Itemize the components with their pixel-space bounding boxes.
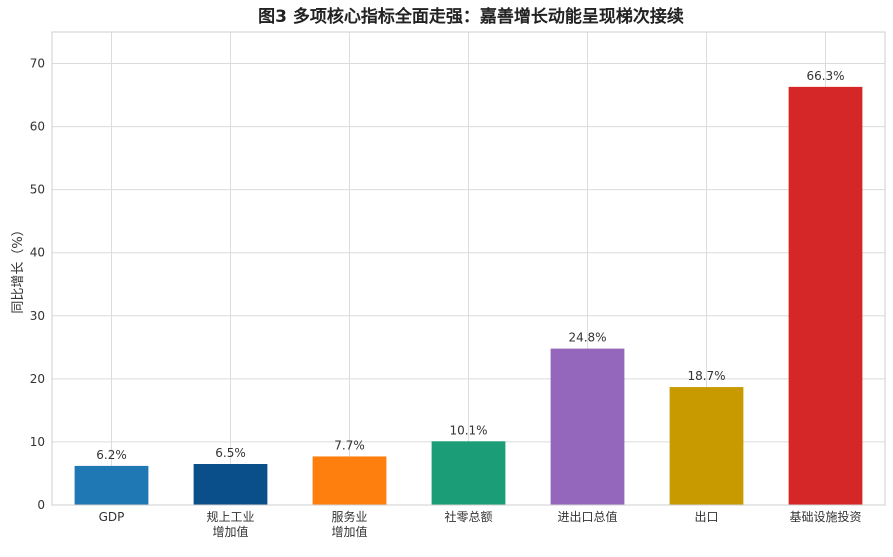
- bar: [550, 348, 625, 505]
- x-tick-label: 进出口总值: [557, 509, 617, 524]
- y-axis: 0 10 20 30 40 50 60 70: [30, 57, 45, 512]
- bar: [74, 465, 149, 505]
- bar: [431, 441, 506, 505]
- x-tick-label: 规上工业增加值: [206, 509, 254, 539]
- bar-value-label: 6.2%: [96, 448, 127, 462]
- bar-value-label: 10.1%: [449, 423, 487, 437]
- bar-value-label: 18.7%: [687, 369, 725, 383]
- bar-value-label: 24.8%: [568, 331, 606, 345]
- y-tick-label: 10: [30, 435, 45, 449]
- bars: [74, 86, 863, 506]
- bar: [669, 387, 744, 505]
- bar-value-label: 7.7%: [334, 438, 365, 452]
- bar-value-label: 6.5%: [215, 446, 246, 460]
- x-tick-label: 基础设施投资: [789, 509, 861, 524]
- y-tick-label: 20: [30, 372, 45, 386]
- x-tick-label: 出口: [694, 510, 718, 524]
- bar: [312, 456, 387, 505]
- y-tick-label: 40: [30, 246, 45, 260]
- y-tick-label: 60: [30, 120, 45, 134]
- plot-frame: [51, 31, 886, 506]
- x-axis: GDP 规上工业增加值 服务业增加值 社零总额 进出口总值 出口 基础设施投资: [99, 509, 862, 539]
- bar: [193, 464, 268, 505]
- x-tick-label: 服务业增加值: [331, 509, 367, 539]
- bar-value-label: 66.3%: [806, 69, 844, 83]
- y-tick-label: 30: [30, 309, 45, 323]
- y-axis-label: 同比增长（%）: [11, 223, 26, 313]
- x-tick-label: 社零总额: [444, 509, 492, 524]
- data-labels: 6.2% 6.5% 7.7% 10.1% 24.8% 18.7% 66.3%: [96, 69, 844, 462]
- chart-title: 图3 多项核心指标全面走强：嘉善增长动能呈现梯次接续: [258, 6, 684, 27]
- y-tick-label: 70: [30, 57, 45, 71]
- y-tick-label: 0: [37, 498, 45, 512]
- bar: [788, 86, 863, 506]
- y-tick-label: 50: [30, 183, 45, 197]
- x-tick-label: GDP: [99, 510, 125, 524]
